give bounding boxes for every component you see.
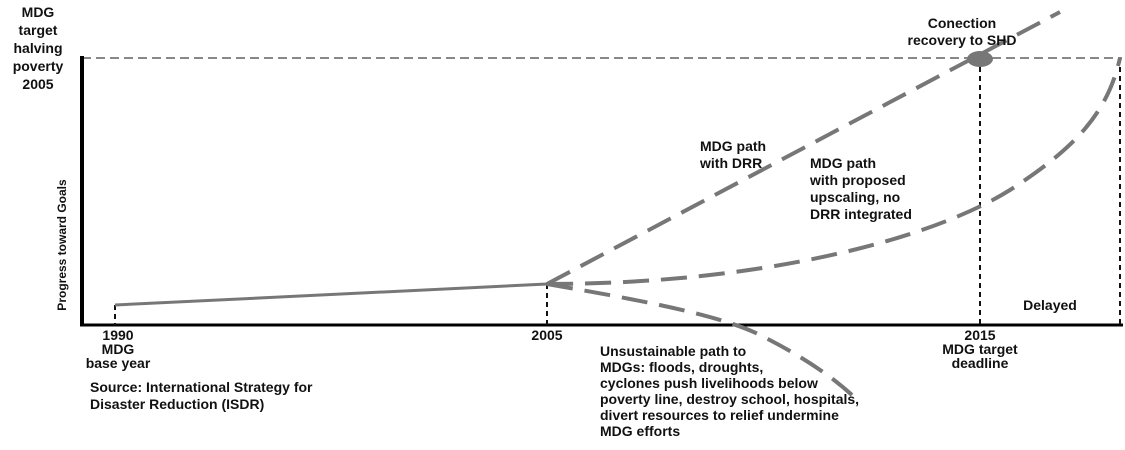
unsustainable-label: divert resources to relief undermine [600,407,839,423]
upscaling-path-label: DRR integrated [810,206,912,222]
unsustainable-path [546,282,854,397]
year-2015-label: deadline [952,355,1009,371]
upscaling-path [546,57,1122,286]
left-label: 2005 [22,76,53,92]
left-label: halving [13,40,62,56]
year-1990-label: MDG [102,341,135,357]
upscaling-path-label: upscaling, no [810,189,900,205]
y-axis-label: Progress toward Goals [55,179,69,311]
unsustainable-label: Unsustainable path to [600,343,746,359]
left-label: target [19,22,58,38]
unsustainable-label: cyclones push livelihoods below [600,375,818,391]
connection-point [967,51,993,67]
upscaling-path-label: MDG path [810,155,876,171]
year-2015-label: 2015 [964,327,995,343]
history-line [114,282,548,307]
left-label: poverty [13,58,64,74]
year-1990-label: base year [86,355,151,371]
left-label: MDG [22,4,55,20]
connection-label: Conection [928,15,996,31]
unsustainable-label: MDGs: floods, droughts, [600,359,763,375]
year-2015-label: MDG target [942,341,1018,357]
upscaling-path-label: with proposed [809,172,906,188]
drr-path-label: with DRR [699,155,762,171]
delayed-label: Delayed [1023,297,1077,313]
source-label: Source: International Strategy for [90,379,313,395]
source-label: Disaster Reduction (ISDR) [90,396,264,412]
year-1990-label: 1990 [102,327,133,343]
drr-path-label: MDG path [700,138,766,154]
connection-label: recovery to SHD [908,32,1017,48]
year-2005-label: 2005 [531,327,562,343]
drr-path [546,10,1061,286]
unsustainable-label: MDG efforts [600,423,680,439]
unsustainable-label: poverty line, destroy school, hospitals, [600,391,859,407]
